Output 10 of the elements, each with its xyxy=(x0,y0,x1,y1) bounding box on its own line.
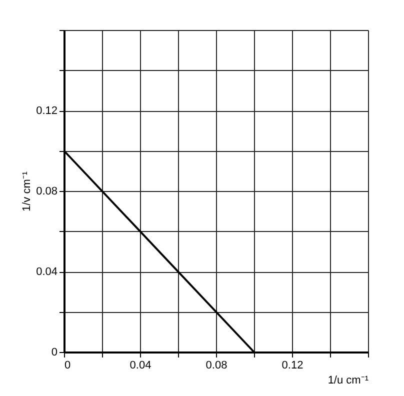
y-axis-title: 1/v cm⁻¹ xyxy=(21,171,34,212)
y-tick-label: 0.08 xyxy=(36,186,58,198)
x-tick-label: 0.08 xyxy=(206,360,228,372)
x-tick-label: 0 xyxy=(64,360,71,372)
x-tick-label: 0.04 xyxy=(130,360,152,372)
y-tick-label: 0.04 xyxy=(36,266,58,278)
y-tick-label: 0 xyxy=(51,346,58,358)
y-tick-label: 0.12 xyxy=(36,105,58,117)
x-axis-title: 1/u cm⁻¹ xyxy=(328,374,369,386)
x-tick-label: 0.12 xyxy=(282,360,304,372)
